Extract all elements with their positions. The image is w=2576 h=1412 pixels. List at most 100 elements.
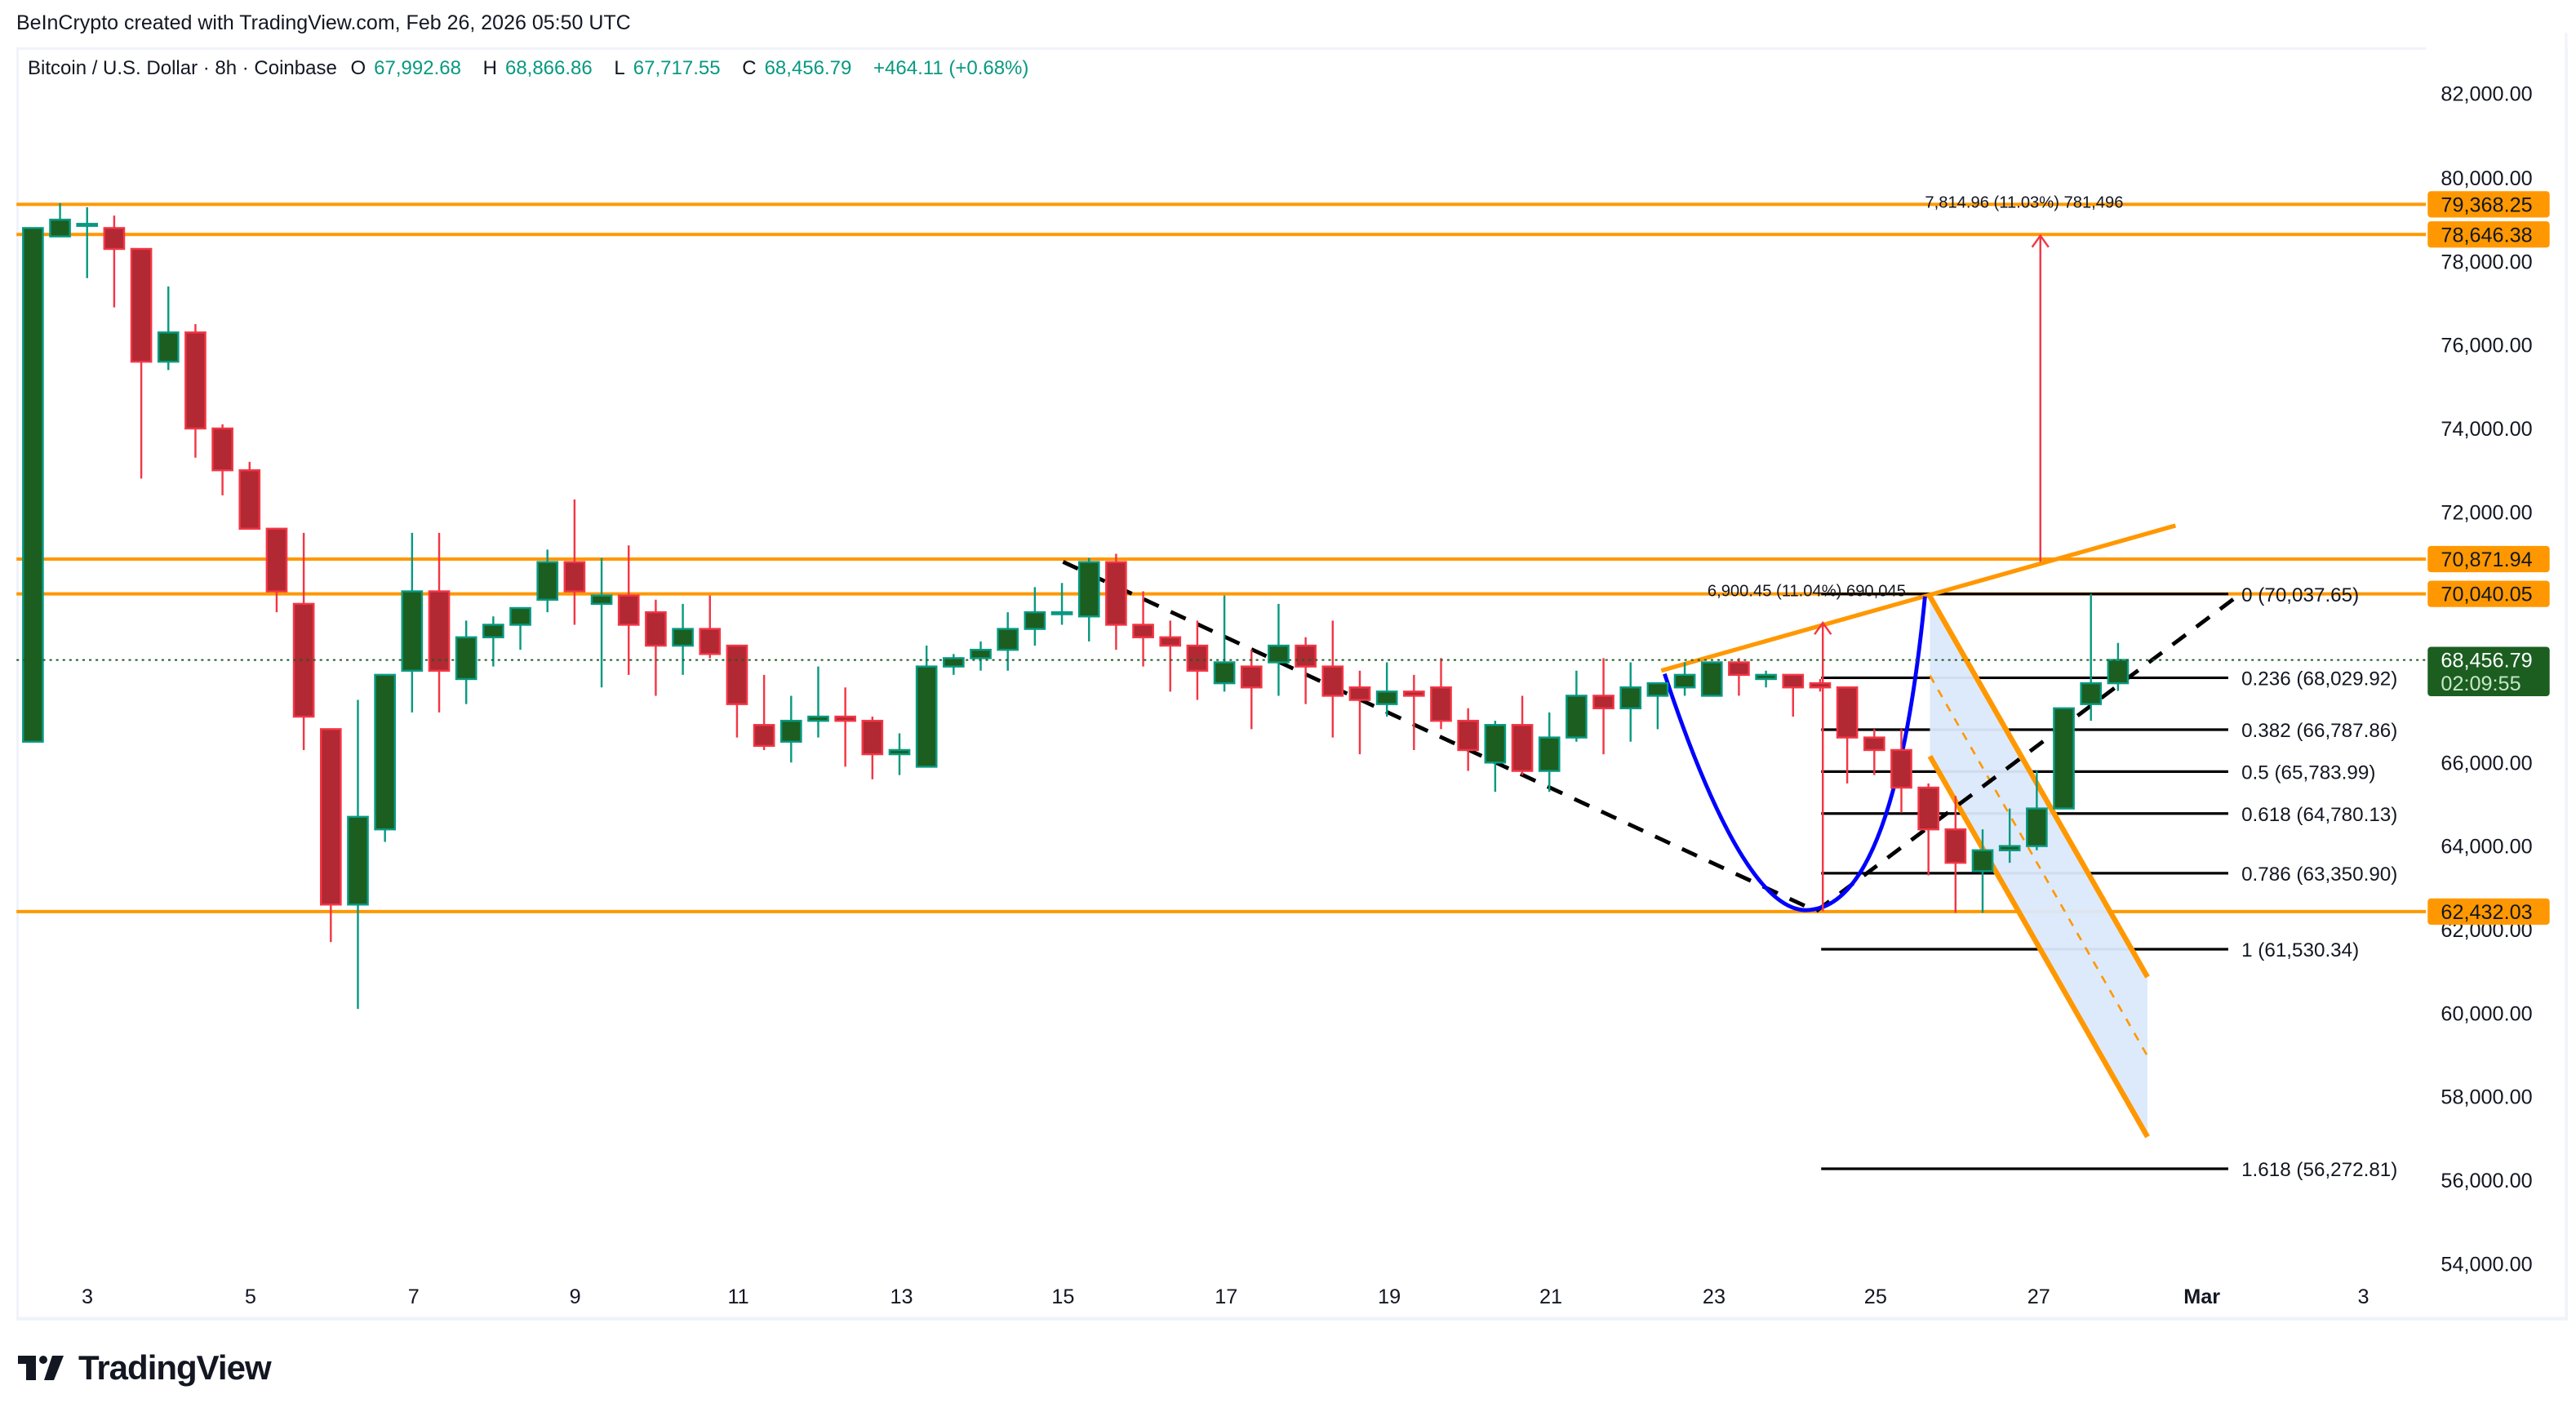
last-price-badge[interactable] xyxy=(2427,646,2550,697)
rising-resistance-line[interactable] xyxy=(1660,523,2177,673)
candle-up[interactable] xyxy=(347,815,369,906)
candle-up[interactable] xyxy=(2026,807,2048,847)
price-level-badge[interactable] xyxy=(2427,898,2550,925)
candle-down[interactable] xyxy=(1186,644,1209,672)
tradingview-logo[interactable]: TradingView xyxy=(18,1348,272,1388)
candle-up[interactable] xyxy=(509,606,531,626)
candle-up[interactable] xyxy=(157,331,180,363)
cup-curve[interactable] xyxy=(1663,596,1927,912)
candle-down[interactable] xyxy=(184,331,207,430)
candle-down[interactable] xyxy=(1728,661,1750,677)
price-level-badge[interactable] xyxy=(2427,545,2550,573)
candle-down[interactable] xyxy=(1159,636,1182,647)
candle-down[interactable] xyxy=(1295,644,1317,668)
candle-down[interactable] xyxy=(1809,682,1832,689)
candle-down[interactable] xyxy=(1890,748,1912,789)
candle-up[interactable] xyxy=(807,715,829,722)
symbol-title[interactable]: Bitcoin / U.S. Dollar · 8h · Coinbase xyxy=(28,57,337,79)
candle-down[interactable] xyxy=(428,590,451,672)
candle-up[interactable] xyxy=(455,636,477,681)
candle-up[interactable] xyxy=(1050,611,1073,615)
candle-up[interactable] xyxy=(590,594,613,606)
candle-up[interactable] xyxy=(374,673,396,831)
candle-down[interactable] xyxy=(1917,786,1939,831)
candle-down[interactable] xyxy=(1511,724,1534,772)
candle-up[interactable] xyxy=(915,665,938,768)
candle-up[interactable] xyxy=(76,223,99,227)
candle-down[interactable] xyxy=(834,715,856,722)
candle-down[interactable] xyxy=(130,247,153,363)
candle-down[interactable] xyxy=(1592,695,1614,710)
candle-down[interactable] xyxy=(1321,665,1344,697)
candle-up[interactable] xyxy=(2107,659,2130,685)
candle-up[interactable] xyxy=(970,648,992,659)
fibonacci-retracement[interactable]: 0 (70,037.65) 0.236 (68,029.92) 0.382 (66,… xyxy=(1821,584,2397,1181)
candle-down[interactable] xyxy=(1240,665,1263,689)
candle-up[interactable] xyxy=(1646,682,1669,697)
candle-down[interactable] xyxy=(699,628,722,655)
candle-down[interactable] xyxy=(1457,719,1480,752)
candlesticks[interactable] xyxy=(22,202,2130,1010)
candle-up[interactable] xyxy=(943,657,965,668)
candle-up[interactable] xyxy=(482,624,504,639)
candle-down[interactable] xyxy=(103,227,126,251)
candle-up[interactable] xyxy=(1375,690,1398,705)
candle-down[interactable] xyxy=(1348,686,1371,701)
candle-down[interactable] xyxy=(617,594,640,626)
time-tick-label: 13 xyxy=(890,1285,913,1308)
candle-up[interactable] xyxy=(1484,724,1507,764)
time-axis[interactable]: 3 5 7 9 11 13 15 17 19 21 23 25 27 Mar 3 xyxy=(16,1285,2566,1320)
candle-down[interactable] xyxy=(1403,690,1425,697)
candle-up[interactable] xyxy=(1566,695,1588,739)
descending-trendline[interactable] xyxy=(1062,560,1818,913)
candle-up[interactable] xyxy=(1998,845,2021,851)
candle-up[interactable] xyxy=(2053,707,2075,810)
candle-down[interactable] xyxy=(238,468,261,530)
candle-down[interactable] xyxy=(1782,673,1805,689)
candle-up[interactable] xyxy=(888,748,911,756)
price-level-badge[interactable] xyxy=(2427,191,2550,218)
candle-up[interactable] xyxy=(1213,661,1236,685)
candle-down[interactable] xyxy=(265,527,288,593)
candle-down[interactable] xyxy=(1944,828,1967,864)
candle-down[interactable] xyxy=(292,602,315,718)
candle-up[interactable] xyxy=(1700,661,1723,697)
candle-down[interactable] xyxy=(319,728,342,906)
candle-up[interactable] xyxy=(1673,673,1696,689)
price-level-badge[interactable] xyxy=(2427,580,2550,607)
candle-up[interactable] xyxy=(1268,644,1290,664)
channel-upper[interactable] xyxy=(1927,595,2150,979)
candle-down[interactable] xyxy=(753,724,775,748)
candle-up[interactable] xyxy=(1077,561,1100,618)
candle-up[interactable] xyxy=(49,218,71,238)
candle-up[interactable] xyxy=(536,561,559,601)
candle-up[interactable] xyxy=(1619,686,1642,710)
drawings[interactable]: 7,814.96 (11.03%) 781,496 6,900.45 (11.0… xyxy=(1062,193,2243,1139)
price-level-badge[interactable] xyxy=(2427,221,2550,248)
candle-up[interactable] xyxy=(1538,736,1561,772)
channel-lower[interactable] xyxy=(1927,754,2150,1139)
candle-up[interactable] xyxy=(672,628,694,647)
candle-up[interactable] xyxy=(1024,611,1046,630)
candle-down[interactable] xyxy=(1132,624,1154,639)
arrowhead-1 xyxy=(2031,233,2050,248)
candle-down[interactable] xyxy=(1430,686,1452,722)
candle-up[interactable] xyxy=(401,590,424,672)
candle-up[interactable] xyxy=(1971,849,1994,873)
price-axis[interactable]: 82,000.00 80,000.00 78,000.00 76,000.00 74,0… xyxy=(2426,33,2568,1318)
candle-down[interactable] xyxy=(211,427,233,472)
last-price-text: 68,456.79 xyxy=(2441,650,2532,673)
candle-down[interactable] xyxy=(645,611,667,647)
candle-up[interactable] xyxy=(997,628,1019,651)
candle-up[interactable] xyxy=(1755,673,1777,681)
candle-down[interactable] xyxy=(1863,736,1885,752)
candle-down[interactable] xyxy=(861,719,884,756)
candle-up[interactable] xyxy=(2080,682,2103,705)
candle-down[interactable] xyxy=(1105,561,1127,626)
candle-down[interactable] xyxy=(563,561,586,593)
candle-up[interactable] xyxy=(22,227,44,743)
candle-down[interactable] xyxy=(726,644,748,705)
candle-down[interactable] xyxy=(1836,686,1859,739)
candle-up[interactable] xyxy=(779,719,802,743)
